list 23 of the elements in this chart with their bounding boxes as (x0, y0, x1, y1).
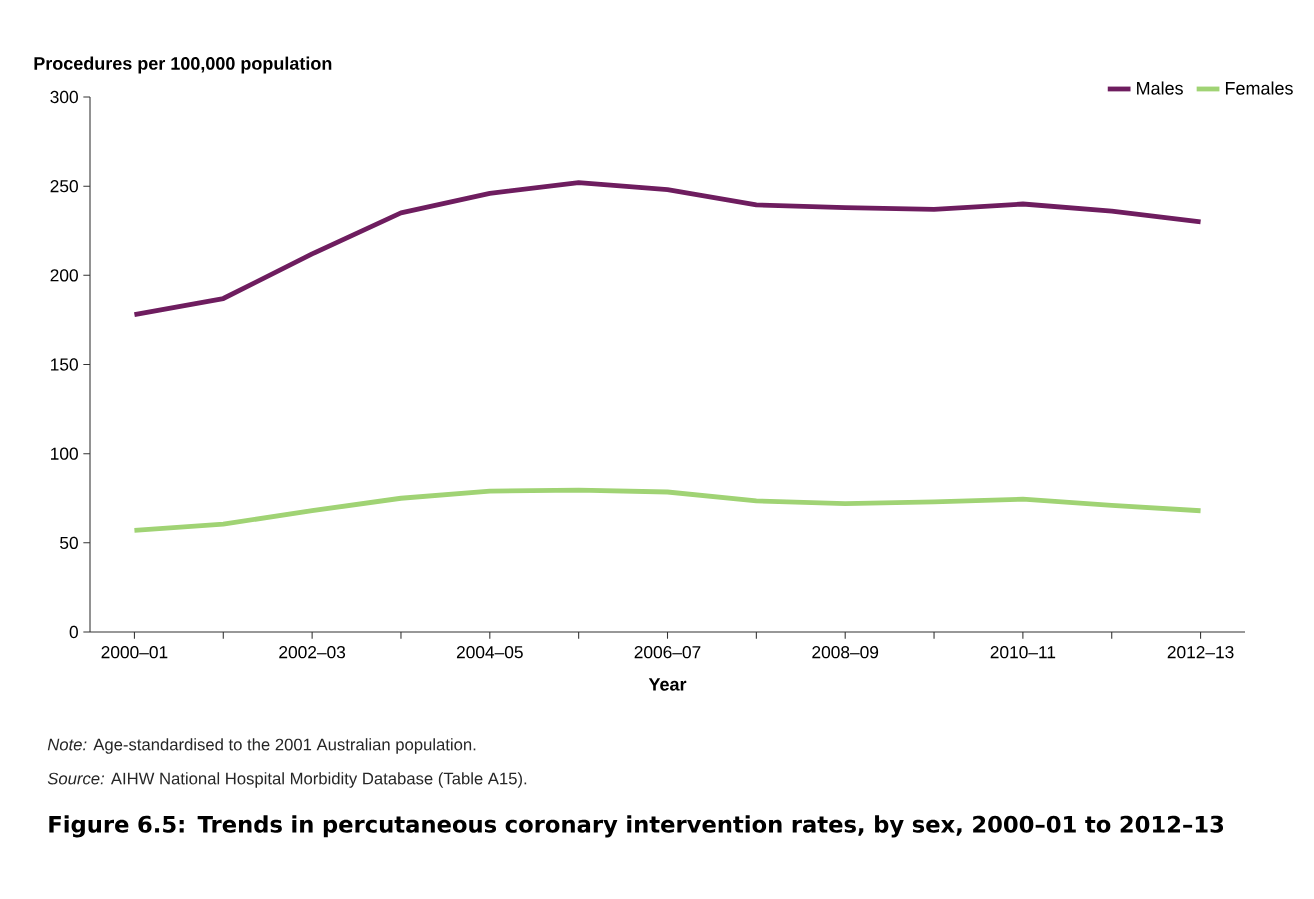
x-tick-label: 2004–05 (456, 646, 523, 659)
y-tick-label: 50 (60, 536, 78, 549)
legend-label: Males (1137, 81, 1183, 95)
y-tick-label: 300 (50, 90, 78, 104)
x-axis-title: Year (648, 678, 687, 691)
y-tick-label: 150 (51, 358, 78, 371)
text: Figure 6.5: Trends in percutaneous coronary intervention rates, by sex, 2000–01 to 2012–13 (49, 815, 1224, 838)
y-tick-label: 100 (51, 447, 78, 460)
y-tick-label: 250 (50, 180, 78, 193)
text: Note: Age-standardised to the 2001 Australian population. (47, 738, 476, 754)
y-axis-title: Procedures per 100,000 population (34, 56, 332, 74)
x-tick-label: 2000–01 (101, 646, 168, 659)
x-tick-label: 2008–09 (812, 646, 879, 659)
legend-label: Females (1225, 81, 1293, 95)
x-tick-label: 2010–11 (990, 646, 1056, 659)
line-series (132, 180, 1203, 317)
line-series (132, 487, 1203, 533)
x-tick-label: 2012–13 (1167, 646, 1234, 659)
text: Source: AIHW National Hospital Morbidity Database (Table A15). (47, 772, 527, 788)
x-tick-label: 2006–07 (634, 646, 701, 659)
y-tick-label: 0 (69, 625, 78, 639)
x-tick-label: 2002–03 (279, 646, 346, 659)
y-tick-label: 200 (50, 269, 78, 282)
